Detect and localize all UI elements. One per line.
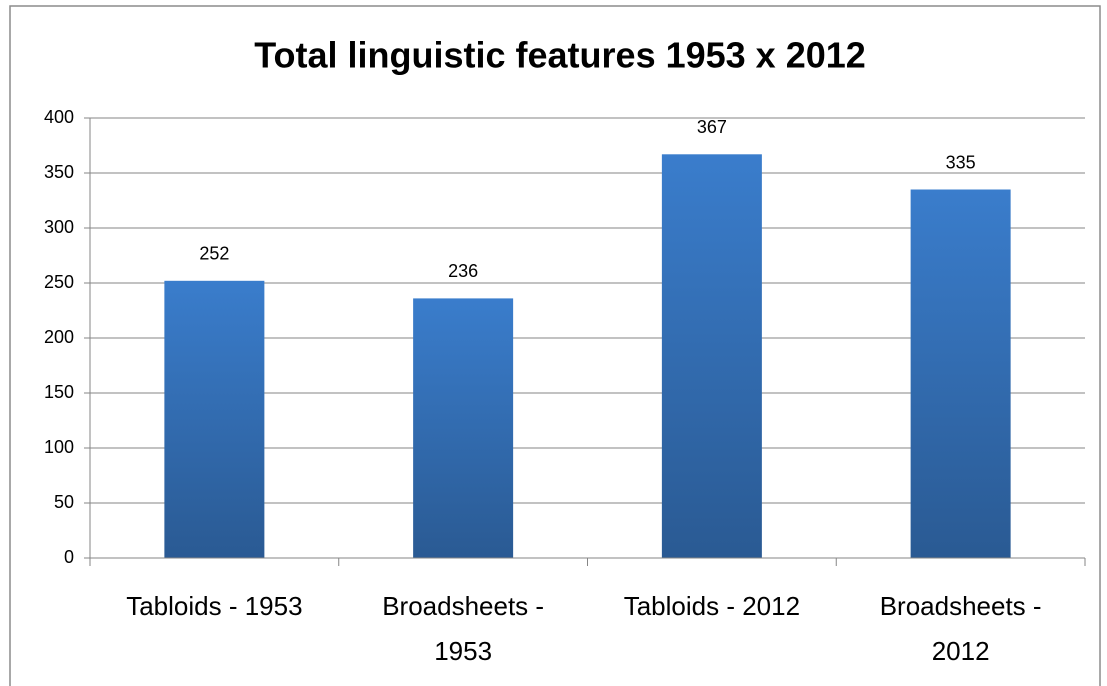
bar [661, 154, 762, 559]
bar [413, 298, 514, 558]
bar [910, 189, 1011, 558]
y-tick-label: 350 [44, 162, 74, 182]
x-tick-label: Broadsheets -2012 [880, 591, 1042, 666]
data-label: 367 [697, 117, 727, 137]
y-tick-label: 200 [44, 327, 74, 347]
x-tick-label: Tabloids - 1953 [126, 591, 302, 621]
x-tick-label: Tabloids - 2012 [624, 591, 800, 621]
y-tick-label: 100 [44, 437, 74, 457]
data-label: 335 [946, 152, 976, 172]
y-tick-label: 0 [64, 547, 74, 567]
bar [164, 280, 265, 558]
data-label: 236 [448, 261, 478, 281]
data-label: 252 [199, 244, 229, 264]
x-tick-label: Broadsheets -1953 [382, 591, 544, 666]
y-tick-label: 50 [54, 492, 74, 512]
chart-title: Total linguistic features 1953 x 2012 [254, 35, 866, 76]
y-tick-label: 400 [44, 107, 74, 127]
y-tick-label: 300 [44, 217, 74, 237]
y-tick-label: 250 [44, 272, 74, 292]
y-tick-label: 150 [44, 382, 74, 402]
